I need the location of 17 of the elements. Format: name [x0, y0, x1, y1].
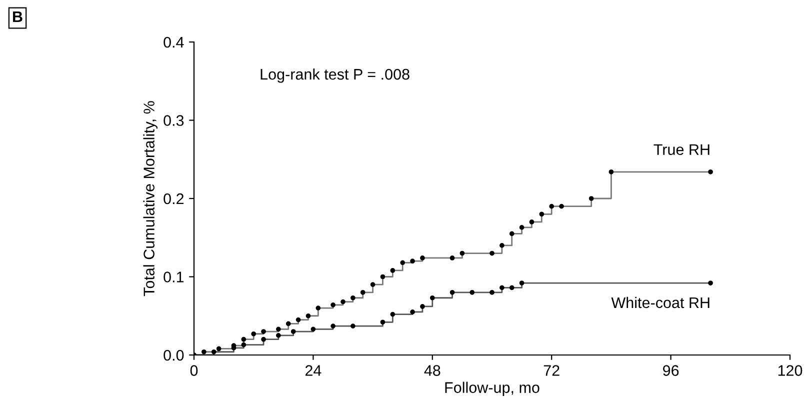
x-tick-label: 96 [663, 365, 679, 376]
x-axis-title: Follow-up, mo [445, 382, 540, 396]
text: B [13, 11, 22, 22]
x-tick-label: 0 [190, 365, 198, 376]
annotation: Log-rank test P = .008 [260, 68, 410, 83]
y-tick-label: 0.0 [164, 350, 184, 361]
y-tick-label: 0.1 [164, 272, 184, 282]
y-tick-label: 0.4 [164, 36, 184, 48]
x-tick-label: 24 [305, 365, 322, 376]
x-tick-label: 72 [544, 365, 560, 376]
y-tick-label: 0.3 [164, 115, 184, 126]
y-axis-title: Total Cumulative Mortality, % [143, 101, 158, 296]
series-label: True RH [654, 144, 710, 155]
x-tick-label: 48 [424, 365, 440, 376]
series-label: White-coat RH [611, 296, 710, 308]
y-tick-label: 0.2 [164, 193, 184, 204]
x-tick-label: 120 [778, 365, 802, 376]
